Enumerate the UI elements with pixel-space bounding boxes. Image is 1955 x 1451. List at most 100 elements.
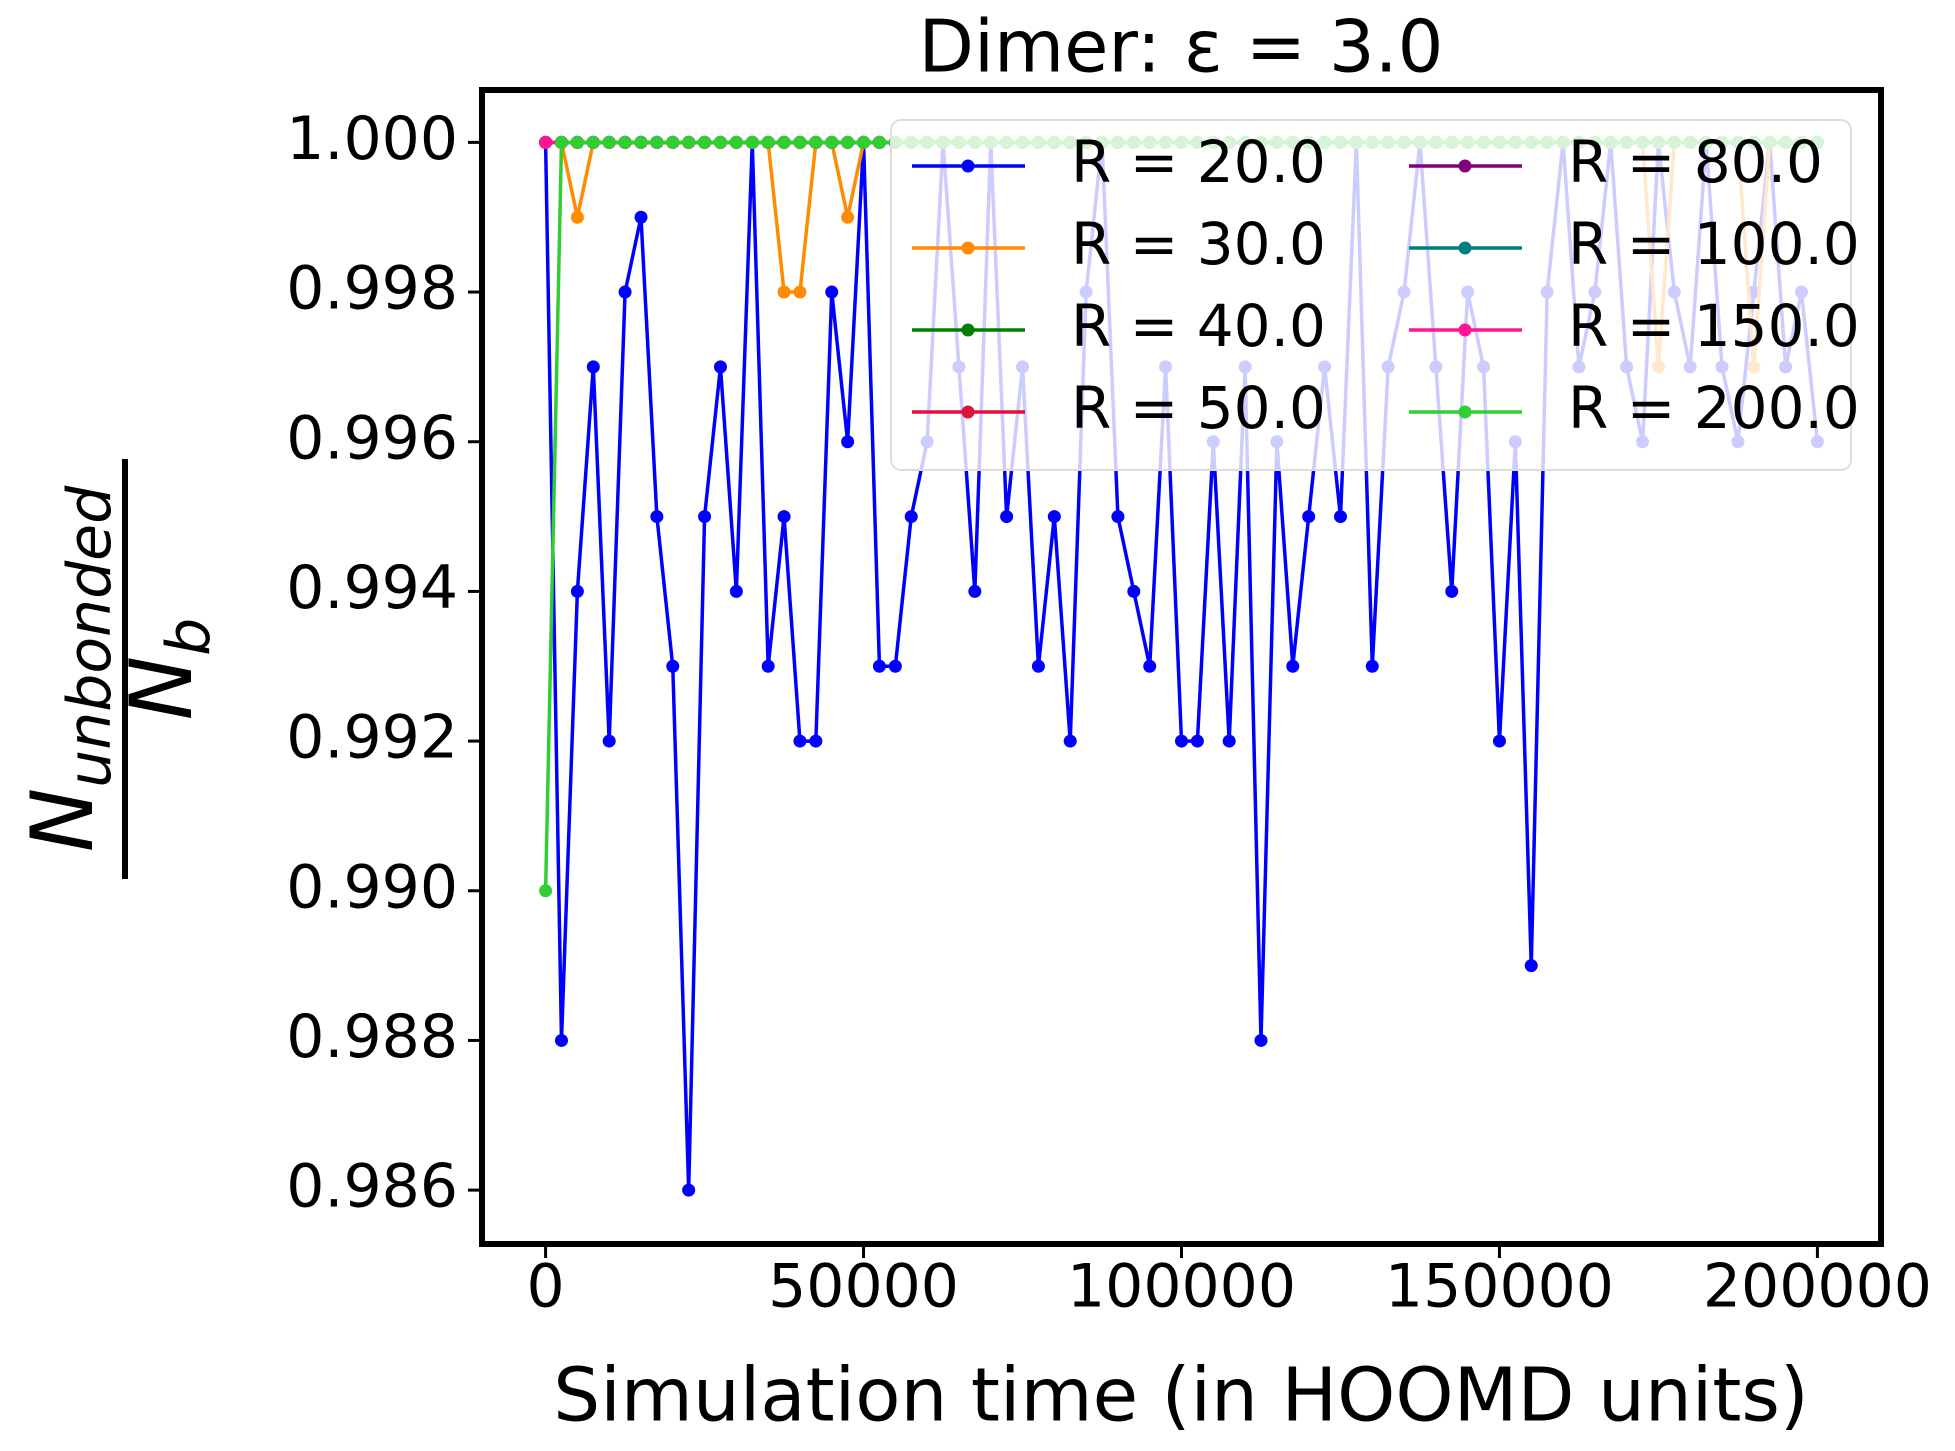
data-point xyxy=(1333,510,1347,524)
data-point xyxy=(1127,584,1141,598)
legend-label: R = 40.0 xyxy=(1071,292,1326,360)
x-tick-label: 150000 xyxy=(1385,1252,1614,1322)
y-label-symbol: N xyxy=(112,656,212,720)
legend-label: R = 150.0 xyxy=(1568,292,1860,360)
data-point xyxy=(777,510,791,524)
legend-label: R = 200.0 xyxy=(1568,374,1860,442)
legend-marker xyxy=(961,241,975,255)
y-axis-label: Nunbonded Nb xyxy=(13,459,224,879)
y-tick-label: 0.996 xyxy=(286,403,458,473)
data-point xyxy=(698,135,712,149)
legend-marker xyxy=(1458,241,1472,255)
legend: R = 20.0 R = 30.0 R = 40.0 R = 50.0 R = 80.0… xyxy=(890,119,1860,471)
legend-label: R = 80.0 xyxy=(1568,128,1823,196)
y-label-denominator: Nb xyxy=(112,618,224,720)
y-tick-label: 0.994 xyxy=(286,553,458,623)
data-point xyxy=(1111,510,1125,524)
data-point xyxy=(841,135,855,149)
y-tick-label: 0.990 xyxy=(286,852,458,922)
legend-marker xyxy=(961,405,975,419)
data-point xyxy=(698,510,712,524)
data-point xyxy=(761,659,775,673)
x-tick-label: 50000 xyxy=(768,1252,959,1322)
y-label-subscript: b xyxy=(154,618,224,656)
data-point xyxy=(1254,1033,1268,1047)
data-point xyxy=(539,884,553,898)
data-point xyxy=(1222,734,1236,748)
data-point xyxy=(602,734,616,748)
data-point xyxy=(570,210,584,224)
data-point xyxy=(634,135,648,149)
y-label-numerator: Nunbonded xyxy=(13,485,125,852)
data-point xyxy=(1143,659,1157,673)
legend-marker xyxy=(1458,405,1472,419)
data-point xyxy=(825,285,839,299)
data-point xyxy=(793,285,807,299)
data-point xyxy=(777,135,791,149)
data-point xyxy=(1000,510,1014,524)
legend-marker xyxy=(1458,159,1472,173)
data-point xyxy=(650,135,664,149)
data-point xyxy=(904,510,918,524)
data-point xyxy=(729,135,743,149)
data-point xyxy=(825,135,839,149)
data-point xyxy=(666,135,680,149)
data-point xyxy=(539,135,553,149)
data-point xyxy=(634,210,648,224)
data-point xyxy=(650,510,664,524)
data-point xyxy=(586,135,600,149)
legend-marker xyxy=(961,159,975,173)
data-point xyxy=(554,1033,568,1047)
data-point xyxy=(618,285,632,299)
data-point xyxy=(1031,659,1045,673)
x-tick-label: 100000 xyxy=(1067,1252,1296,1322)
data-point xyxy=(1063,734,1077,748)
data-point xyxy=(793,734,807,748)
legend-marker xyxy=(1458,323,1472,337)
data-point xyxy=(777,285,791,299)
data-point xyxy=(570,584,584,598)
y-label-symbol: N xyxy=(13,788,113,852)
data-point xyxy=(841,210,855,224)
data-point xyxy=(713,360,727,374)
chart-title: Dimer: ε = 3.0 xyxy=(919,5,1444,89)
data-point xyxy=(554,135,568,149)
data-point xyxy=(1286,659,1300,673)
legend-marker xyxy=(961,323,975,337)
data-point xyxy=(602,135,616,149)
legend-frame xyxy=(890,119,1852,471)
legend-label: R = 100.0 xyxy=(1568,210,1860,278)
data-point xyxy=(1524,959,1538,973)
data-point xyxy=(570,135,584,149)
data-point xyxy=(793,135,807,149)
y-tick-label: 0.988 xyxy=(286,1002,458,1072)
data-point xyxy=(745,135,759,149)
legend-label: R = 50.0 xyxy=(1071,374,1326,442)
data-point xyxy=(1365,659,1379,673)
data-point xyxy=(586,360,600,374)
x-tick-label: 200000 xyxy=(1703,1252,1932,1322)
data-point xyxy=(618,135,632,149)
data-point xyxy=(713,135,727,149)
data-point xyxy=(809,734,823,748)
data-point xyxy=(666,659,680,673)
data-point xyxy=(968,584,982,598)
data-point xyxy=(1492,734,1506,748)
legend-label: R = 30.0 xyxy=(1071,210,1326,278)
data-point xyxy=(872,135,886,149)
x-axis-label: Simulation time (in HOOMD units) xyxy=(553,1353,1809,1439)
data-point xyxy=(872,659,886,673)
data-point xyxy=(1047,510,1061,524)
data-point xyxy=(682,135,696,149)
data-point xyxy=(729,584,743,598)
legend-label: R = 20.0 xyxy=(1071,128,1326,196)
x-tick-label: 0 xyxy=(526,1252,564,1322)
data-point xyxy=(809,135,823,149)
y-label-subscript: unbonded xyxy=(55,485,125,788)
data-point xyxy=(857,135,871,149)
data-point xyxy=(841,435,855,449)
data-point xyxy=(761,135,775,149)
data-point xyxy=(682,1183,696,1197)
y-tick-label: 1.000 xyxy=(286,104,458,174)
